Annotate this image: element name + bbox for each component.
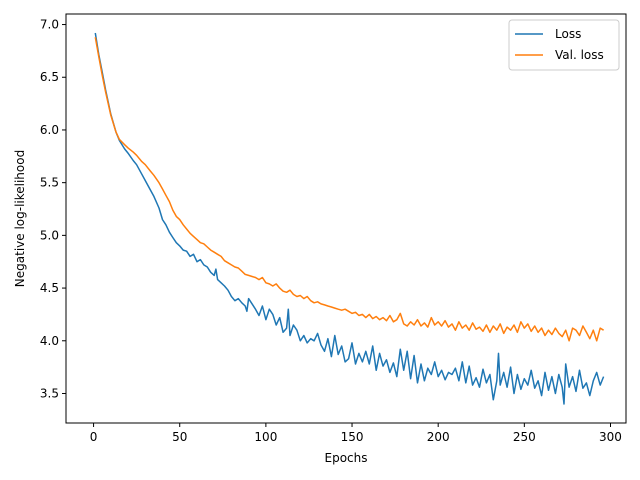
- legend-box: [508, 19, 620, 71]
- series-line-val-loss: [94, 37, 604, 342]
- x-tick-label: 0: [90, 430, 98, 444]
- axes-frame: [65, 13, 627, 424]
- x-tick-label: 150: [341, 430, 364, 444]
- y-axis-title: Negative log-likelihood: [13, 150, 27, 287]
- series-line-loss: [94, 32, 605, 405]
- y-tick-label: 5.0: [40, 228, 59, 242]
- plot-area: [94, 32, 605, 405]
- y-tick-label: 4.0: [40, 334, 59, 348]
- x-tick-label: 250: [513, 430, 536, 444]
- y-tick-label: 6.0: [40, 123, 59, 137]
- x-axis-title: Epochs: [325, 451, 368, 465]
- y-tick-label: 4.5: [40, 281, 59, 295]
- x-tick-label: 50: [172, 430, 187, 444]
- legend-label: Val. loss: [555, 48, 604, 62]
- y-tick-label: 6.5: [40, 70, 59, 84]
- legend: Loss Val. loss: [508, 19, 620, 71]
- y-tick-label: 5.5: [40, 176, 59, 190]
- x-axis: 0 50 100 150 200 250 300: [90, 423, 622, 444]
- y-axis: 3.5 4.0 4.5 5.0 5.5 6.0 6.5 7.0: [40, 18, 66, 400]
- y-tick-label: 3.5: [40, 386, 59, 400]
- x-tick-label: 200: [427, 430, 450, 444]
- x-tick-label: 300: [599, 430, 622, 444]
- legend-label: Loss: [555, 27, 581, 41]
- y-tick-label: 7.0: [40, 18, 59, 32]
- x-tick-label: 100: [254, 430, 277, 444]
